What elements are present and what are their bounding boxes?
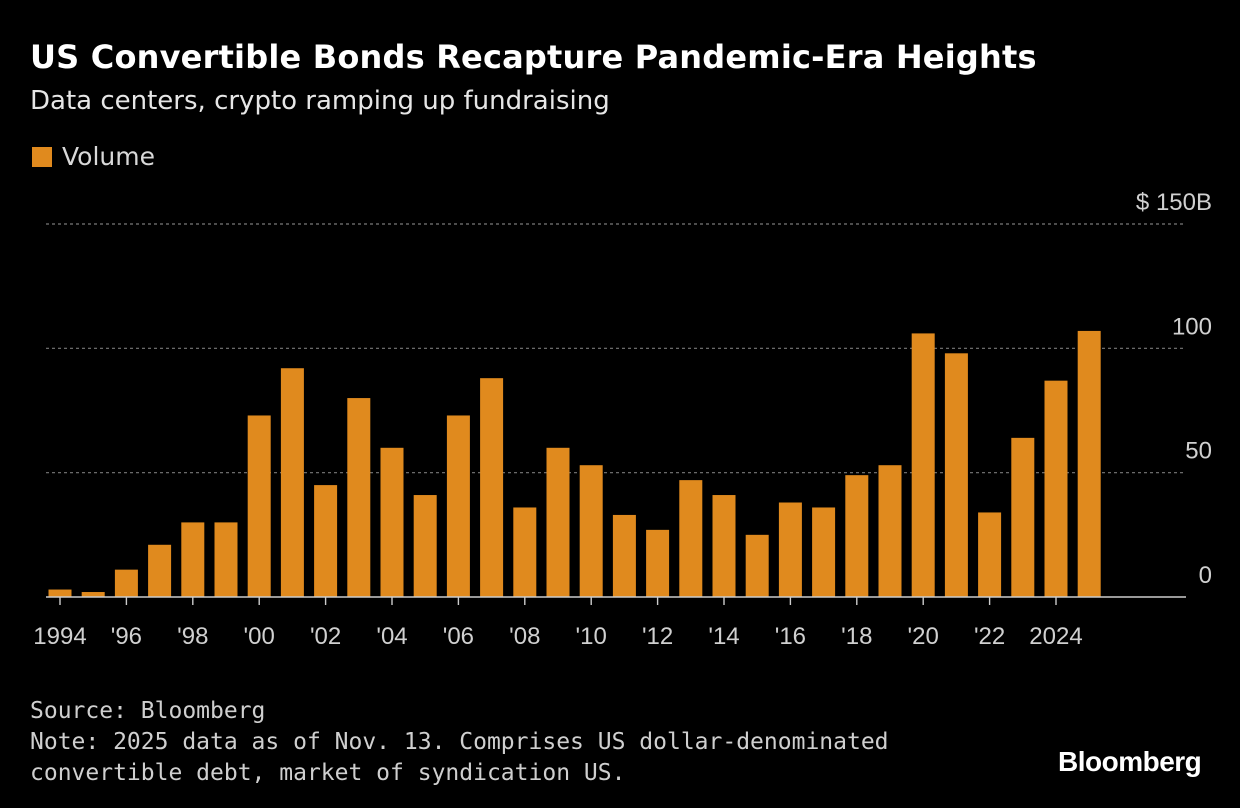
bar — [1011, 437, 1035, 597]
bar — [878, 465, 902, 597]
footnote-line-2: convertible debt, market of syndication … — [30, 760, 626, 786]
bar — [612, 514, 636, 597]
bar — [181, 522, 205, 597]
bar — [978, 512, 1002, 597]
bar — [413, 495, 437, 597]
x-tick-label: '00 — [244, 623, 275, 650]
x-tick-label: '16 — [775, 623, 806, 650]
bar — [679, 480, 703, 597]
bar — [778, 502, 802, 597]
x-tick-label: '96 — [111, 623, 142, 650]
x-tick-label: '22 — [974, 623, 1005, 650]
bar — [48, 589, 72, 597]
y-tick-label: 100 — [1172, 313, 1212, 340]
bar — [1077, 330, 1101, 597]
bar — [646, 529, 670, 597]
chart-subtitle: Data centers, crypto ramping up fundrais… — [30, 86, 610, 116]
legend: Volume — [32, 142, 155, 171]
bar — [280, 368, 304, 597]
x-tick-label: '14 — [708, 623, 739, 650]
x-tick-label: '20 — [908, 623, 939, 650]
bar — [480, 378, 504, 597]
bar — [446, 415, 470, 597]
legend-swatch — [32, 146, 52, 167]
bar — [546, 447, 570, 597]
y-tick-label: 50 — [1185, 438, 1212, 465]
bar — [1044, 380, 1068, 597]
bar-chart: 0 50 100 $ 150B 1994 '96 '98 '00 '02 '04 '06 '08 '10… — [33, 189, 1212, 650]
bar — [347, 398, 371, 597]
x-tick-label: '04 — [376, 623, 407, 650]
bar — [148, 544, 172, 597]
source-note: Source: Bloomberg — [30, 698, 266, 724]
bloomberg-logo: Bloomberg — [1058, 746, 1202, 777]
bar — [845, 475, 869, 597]
bar — [579, 465, 603, 597]
x-tick-label: 2024 — [1029, 623, 1082, 650]
bar — [712, 495, 736, 597]
bar — [745, 534, 769, 597]
x-tick-label: '18 — [841, 623, 872, 650]
x-tick-label: '98 — [177, 623, 208, 650]
bar — [214, 522, 238, 597]
bar — [812, 507, 836, 597]
bar — [314, 485, 338, 597]
y-tick-label: $ 150B — [1136, 189, 1212, 216]
bar — [81, 592, 105, 597]
bar — [247, 415, 271, 597]
chart-title: US Convertible Bonds Recapture Pandemic-… — [30, 38, 1037, 76]
bar — [380, 447, 404, 597]
x-tick-label: '06 — [443, 623, 474, 650]
y-tick-label: 0 — [1199, 562, 1212, 589]
footnote-line-1: Note: 2025 data as of Nov. 13. Comprises… — [30, 729, 889, 755]
x-tick-label: '12 — [642, 623, 673, 650]
bar — [513, 507, 537, 597]
bar — [114, 569, 138, 597]
x-tick-label: '02 — [310, 623, 341, 650]
x-tick-label: 1994 — [33, 623, 86, 650]
x-tick-label: '08 — [509, 623, 540, 650]
bar — [911, 333, 935, 597]
bar — [944, 353, 968, 597]
footer: Source: Bloomberg Note: 2025 data as of … — [30, 696, 889, 789]
x-tick-label: '10 — [576, 623, 607, 650]
legend-label: Volume — [62, 142, 155, 171]
